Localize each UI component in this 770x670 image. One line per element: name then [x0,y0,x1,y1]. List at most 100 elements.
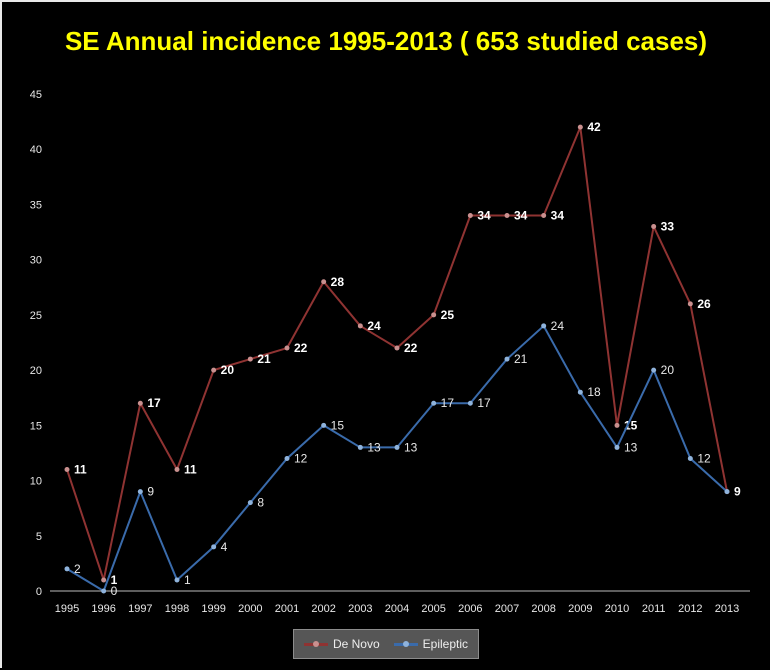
data-point-label: 1 [184,573,191,587]
x-tick-label: 1996 [91,603,115,615]
data-point-marker [504,212,510,218]
data-point-marker [504,356,510,362]
data-point-marker [174,577,180,583]
data-point-label: 33 [661,220,675,234]
y-tick-label: 30 [30,255,42,267]
x-tick-label: 2002 [311,603,335,615]
data-point-marker [614,444,620,450]
data-point-label: 15 [624,418,638,432]
data-point-label: 15 [331,418,345,432]
data-point-label: 0 [111,584,118,598]
data-point-marker [357,444,363,450]
x-tick-label: 2004 [385,603,409,615]
data-point-marker [137,489,143,495]
data-point-label: 24 [551,319,565,333]
y-tick-label: 20 [30,365,42,377]
legend-label-denovo: De Novo [332,637,380,651]
data-point-marker [284,345,290,351]
series-line [66,126,728,581]
data-point-label: 28 [331,275,345,289]
data-point-marker [321,422,327,428]
data-point-label: 34 [477,208,491,222]
data-point-label: 12 [697,451,711,465]
data-point-marker [247,356,253,362]
data-point-label: 21 [514,352,528,366]
y-tick-label: 10 [30,476,42,488]
denovo-legend-marker-icon [303,641,328,647]
data-point-marker [137,400,143,406]
data-point-marker [431,312,437,318]
data-point-marker [321,279,327,285]
data-point-label: 2 [74,562,81,576]
x-tick-label: 1995 [55,603,79,615]
data-point-label: 34 [514,208,528,222]
data-point-marker [101,588,107,594]
epileptic-legend-dot [402,641,409,647]
data-point-label: 17 [441,396,455,410]
data-point-marker [431,400,437,406]
y-tick-label: 25 [30,310,42,322]
data-point-label: 13 [624,440,638,454]
data-point-label: 18 [587,385,601,399]
data-point-label: 26 [697,297,711,311]
data-point-marker [614,422,620,428]
data-point-label: 11 [184,463,197,477]
data-point-label: 17 [477,396,491,410]
data-point-label: 9 [734,485,741,499]
x-tick-label: 1999 [201,603,225,615]
data-point-marker [577,124,583,130]
data-point-marker [211,544,217,550]
data-point-marker [687,301,693,307]
y-tick-label: 15 [30,420,42,432]
data-point-marker [64,467,70,473]
data-point-marker [394,444,400,450]
legend-item-denovo: De Novo [303,637,380,651]
data-point-label: 4 [221,540,228,554]
epileptic-legend-marker-icon [393,641,418,647]
data-point-marker [724,489,730,495]
data-point-marker [541,323,547,329]
x-tick-label: 2010 [605,603,629,615]
data-point-label: 12 [294,451,308,465]
data-point-label: 34 [551,208,565,222]
data-point-marker [687,455,693,461]
data-point-marker [467,400,473,406]
x-tick-label: 2006 [458,603,482,615]
x-tick-label: 1998 [165,603,189,615]
x-tick-label: 2001 [275,603,299,615]
y-tick-label: 40 [30,144,42,156]
data-point-marker [174,467,180,473]
data-point-label: 22 [294,341,308,355]
x-tick-label: 2013 [715,603,739,615]
data-point-marker [541,212,547,218]
x-tick-label: 1997 [128,603,152,615]
data-point-label: 13 [404,440,418,454]
data-point-marker [651,224,657,230]
data-point-label: 24 [367,319,381,333]
data-point-marker [101,577,107,583]
data-point-marker [247,500,253,506]
data-point-label: 13 [367,440,381,454]
data-point-label: 42 [587,120,601,134]
data-point-marker [394,345,400,351]
x-tick-label: 2003 [348,603,372,615]
data-point-marker [64,566,70,572]
denovo-legend-dot [312,641,319,647]
chart-title: SE Annual incidence 1995-2013 ( 653 stud… [64,26,708,56]
data-point-label: 9 [147,485,154,499]
data-point-marker [577,389,583,395]
data-point-marker [357,323,363,329]
data-point-label: 22 [404,341,418,355]
legend-item-epileptic: Epileptic [393,637,468,651]
legend: De Novo Epileptic [293,629,479,659]
x-tick-label: 2005 [421,603,445,615]
data-point-marker [284,455,290,461]
data-point-label: 1 [111,573,118,587]
data-point-label: 17 [147,396,161,410]
data-point-marker [467,212,473,218]
x-tick-label: 2012 [678,603,702,615]
x-tick-label: 2000 [238,603,262,615]
data-point-label: 20 [221,363,235,377]
